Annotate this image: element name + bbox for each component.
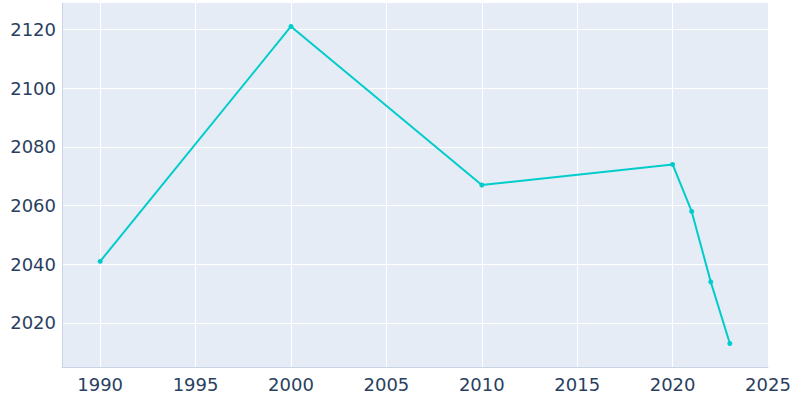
svg-text:2015: 2015 bbox=[554, 374, 600, 395]
svg-text:1990: 1990 bbox=[77, 374, 123, 395]
svg-text:2005: 2005 bbox=[363, 374, 409, 395]
svg-text:2020: 2020 bbox=[650, 374, 696, 395]
svg-text:2025: 2025 bbox=[745, 374, 791, 395]
svg-text:2100: 2100 bbox=[10, 78, 56, 99]
svg-text:2010: 2010 bbox=[459, 374, 505, 395]
svg-text:2020: 2020 bbox=[10, 312, 56, 333]
svg-text:2000: 2000 bbox=[268, 374, 314, 395]
svg-text:2080: 2080 bbox=[10, 136, 56, 157]
svg-text:1995: 1995 bbox=[173, 374, 219, 395]
svg-text:2040: 2040 bbox=[10, 254, 56, 275]
svg-text:2120: 2120 bbox=[10, 19, 56, 40]
svg-text:2060: 2060 bbox=[10, 195, 56, 216]
